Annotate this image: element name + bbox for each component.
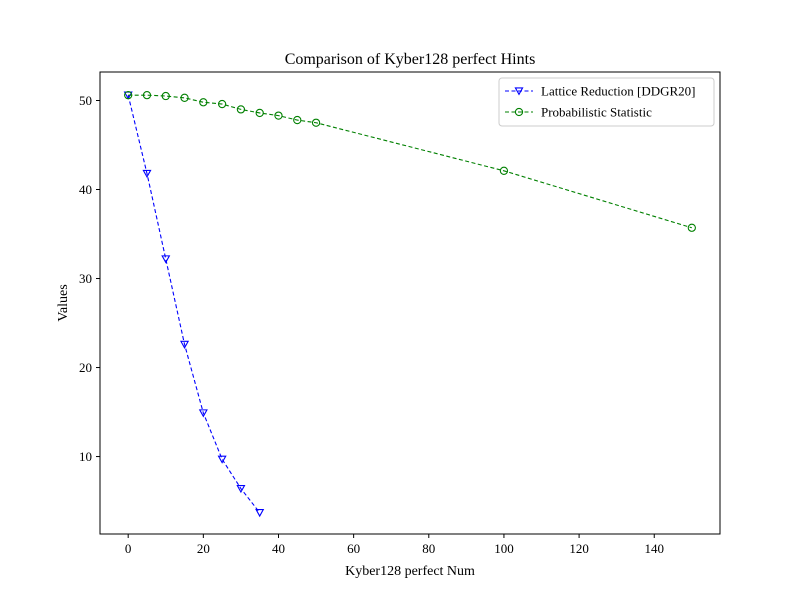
y-axis-label: Values [56, 284, 71, 321]
data-point [199, 98, 208, 107]
series-line [128, 94, 692, 229]
legend-entry: Probabilistic Statistic [505, 105, 652, 120]
x-axis-label: Kyber128 perfect Num [345, 564, 475, 579]
data-point [274, 111, 283, 120]
data-point [255, 108, 264, 118]
y-tick-label: 40 [79, 182, 92, 197]
data-point [217, 455, 227, 464]
data-point [161, 91, 170, 101]
plot-area [123, 90, 696, 518]
legend-entry: Lattice Reduction [DDGR20] [505, 84, 696, 99]
y-tick-label: 30 [79, 271, 92, 286]
data-point [255, 509, 265, 518]
data-point [180, 340, 190, 349]
legend-marker [514, 87, 524, 96]
legend-marker [514, 107, 524, 117]
axes: 0 20 40 60 80 100 120 140 10 20 30 40 50 [79, 93, 664, 556]
x-tick-label: 20 [197, 541, 210, 556]
data-point [142, 90, 152, 100]
data-point [124, 90, 133, 100]
x-tick-label: 120 [569, 541, 589, 556]
data-point [311, 118, 321, 127]
data-point [293, 115, 302, 125]
x-tick-label: 140 [644, 541, 664, 556]
x-tick-label: 0 [125, 541, 132, 556]
x-tick-label: 40 [272, 541, 285, 556]
data-point [142, 169, 152, 179]
data-point [161, 255, 171, 264]
data-point [217, 99, 227, 109]
plot-frame [99, 71, 721, 535]
y-tick-label: 10 [79, 449, 92, 464]
y-tick-label: 20 [79, 360, 92, 375]
x-tick-label: 60 [347, 541, 360, 556]
x-tick-label: 100 [494, 541, 514, 556]
series-probabilistic-statistic [124, 90, 696, 232]
x-tick-label: 80 [422, 541, 435, 556]
data-point [180, 93, 189, 102]
legend: Lattice Reduction [DDGR20] Probabilistic … [498, 77, 715, 127]
data-point [236, 105, 246, 114]
legend-label: Probabilistic Statistic [541, 105, 652, 120]
data-point [236, 484, 246, 494]
data-point [499, 166, 509, 175]
chart-title: Comparison of Kyber128 perfect Hints [285, 51, 536, 68]
y-tick-label: 50 [79, 93, 92, 108]
data-point [687, 223, 696, 232]
series-lattice-reduction [123, 91, 265, 518]
legend-label: Lattice Reduction [DDGR20] [541, 84, 696, 99]
series-line [127, 95, 261, 513]
data-point [198, 409, 208, 418]
legend-box [498, 77, 715, 127]
